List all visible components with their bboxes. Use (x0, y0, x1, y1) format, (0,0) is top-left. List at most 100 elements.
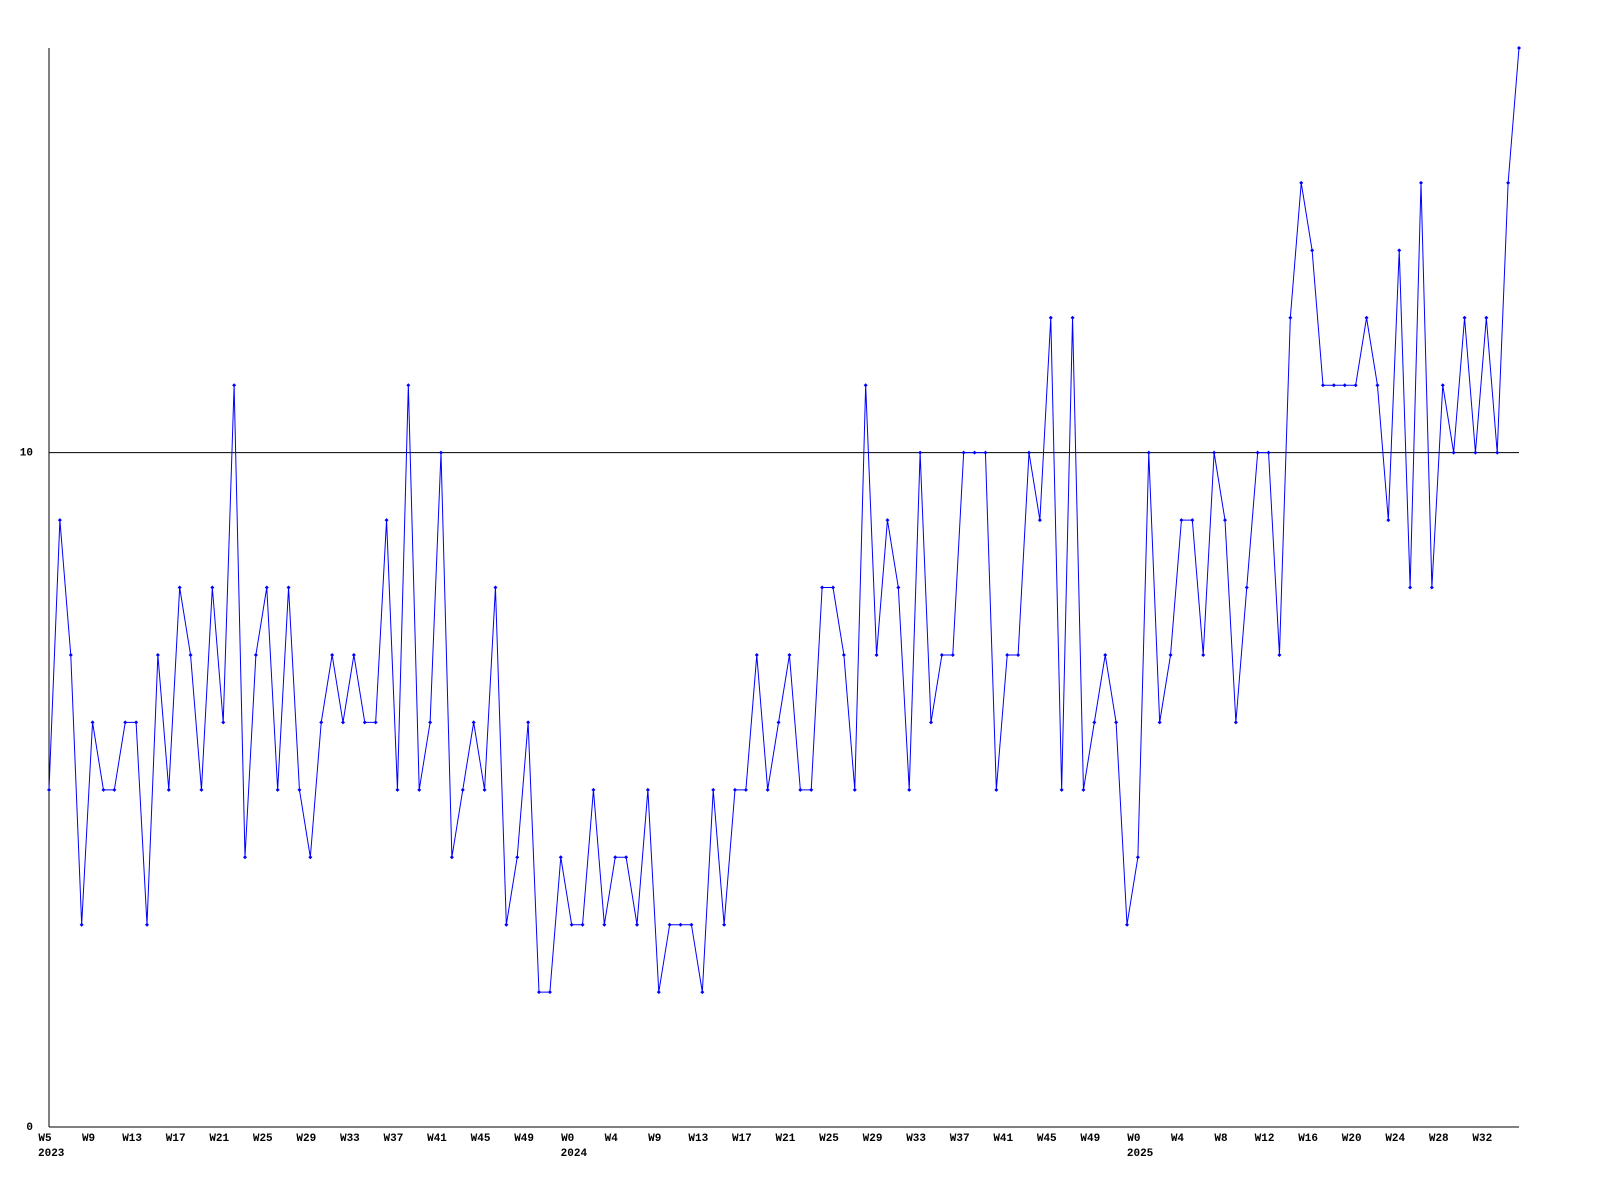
data-point (406, 383, 411, 388)
data-point (1299, 180, 1304, 185)
data-point (776, 720, 781, 725)
data-point (852, 787, 857, 792)
x-group-label: 2023 (38, 1148, 65, 1160)
data-point (1331, 383, 1336, 388)
data-point (787, 652, 792, 657)
x-tick-label: W12 (1255, 1133, 1275, 1145)
data-point (297, 787, 302, 792)
data-point (264, 585, 269, 590)
data-point (515, 855, 520, 860)
x-tick-label: W17 (732, 1133, 752, 1145)
data-point (1223, 518, 1227, 523)
data-point (1353, 383, 1358, 388)
x-tick-label: W49 (514, 1133, 534, 1145)
x-tick-label: W41 (993, 1133, 1013, 1145)
data-point (809, 787, 814, 792)
data-point (395, 787, 400, 792)
data-point (373, 720, 378, 725)
data-point (569, 922, 574, 927)
data-point (134, 720, 139, 725)
data-point (765, 787, 770, 792)
data-point (1419, 180, 1423, 185)
data-point (972, 450, 977, 455)
data-point (68, 652, 73, 657)
data-point (504, 922, 509, 927)
data-point (645, 787, 650, 792)
data-point (711, 787, 716, 792)
data-point (929, 720, 933, 725)
data-point (1266, 450, 1271, 455)
data-point (743, 787, 748, 792)
y-tick-label: 10 (20, 448, 33, 460)
data-point (885, 518, 890, 523)
data-point (591, 787, 596, 792)
data-point (1179, 518, 1184, 523)
data-point (493, 585, 498, 590)
x-tick-label: W33 (340, 1133, 360, 1145)
data-point (907, 787, 912, 792)
data-point (1364, 315, 1369, 320)
x-tick-label: W4 (1171, 1133, 1185, 1145)
data-point (1070, 315, 1075, 320)
data-point (155, 652, 160, 657)
x-tick-label: W32 (1472, 1133, 1492, 1145)
data-point (667, 922, 672, 927)
data-point (319, 720, 324, 725)
x-tick-label: W13 (122, 1133, 142, 1145)
data-point (1429, 585, 1434, 590)
data-point (286, 585, 291, 590)
data-point (918, 450, 923, 455)
data-point (1103, 652, 1108, 657)
data-point (689, 922, 694, 927)
data-point (177, 585, 182, 590)
data-point (1495, 450, 1500, 455)
data-point (1037, 518, 1042, 523)
data-point (232, 383, 237, 388)
x-group-label: 2024 (561, 1148, 588, 1160)
data-point (439, 450, 443, 455)
data-point (221, 720, 226, 725)
data-point (449, 855, 454, 860)
data-point (1125, 922, 1129, 927)
x-tick-label: W37 (384, 1133, 404, 1145)
data-point (874, 652, 879, 657)
data-point (90, 720, 95, 725)
x-tick-label: W49 (1080, 1133, 1100, 1145)
data-point (166, 787, 171, 792)
x-tick-label: W9 (82, 1133, 95, 1145)
data-point (1277, 652, 1282, 657)
data-point (733, 787, 737, 792)
x-tick-label: W28 (1429, 1133, 1449, 1145)
x-tick-label: W20 (1342, 1133, 1362, 1145)
data-point (613, 855, 618, 860)
data-point (482, 787, 487, 792)
data-point (1408, 585, 1413, 590)
data-point (1016, 652, 1021, 657)
data-point (1005, 652, 1010, 657)
data-point (1146, 450, 1151, 455)
data-point (547, 990, 552, 995)
data-point (123, 720, 128, 725)
data-point (428, 720, 433, 725)
x-tick-label: W29 (296, 1133, 316, 1145)
data-point (1484, 315, 1489, 320)
data-point (635, 922, 639, 927)
data-point (341, 720, 345, 725)
data-point (1027, 450, 1031, 455)
data-point (460, 787, 465, 792)
data-point (602, 922, 607, 927)
data-point (253, 652, 258, 657)
data-point (580, 922, 585, 927)
data-point (1168, 652, 1173, 657)
x-tick-label: W21 (209, 1133, 229, 1145)
data-point (1201, 652, 1206, 657)
data-point (754, 652, 759, 657)
data-point (1321, 383, 1325, 388)
data-point (820, 585, 825, 590)
data-point (1506, 180, 1511, 185)
data-point (558, 855, 563, 860)
data-point (798, 787, 803, 792)
data-point (939, 652, 944, 657)
